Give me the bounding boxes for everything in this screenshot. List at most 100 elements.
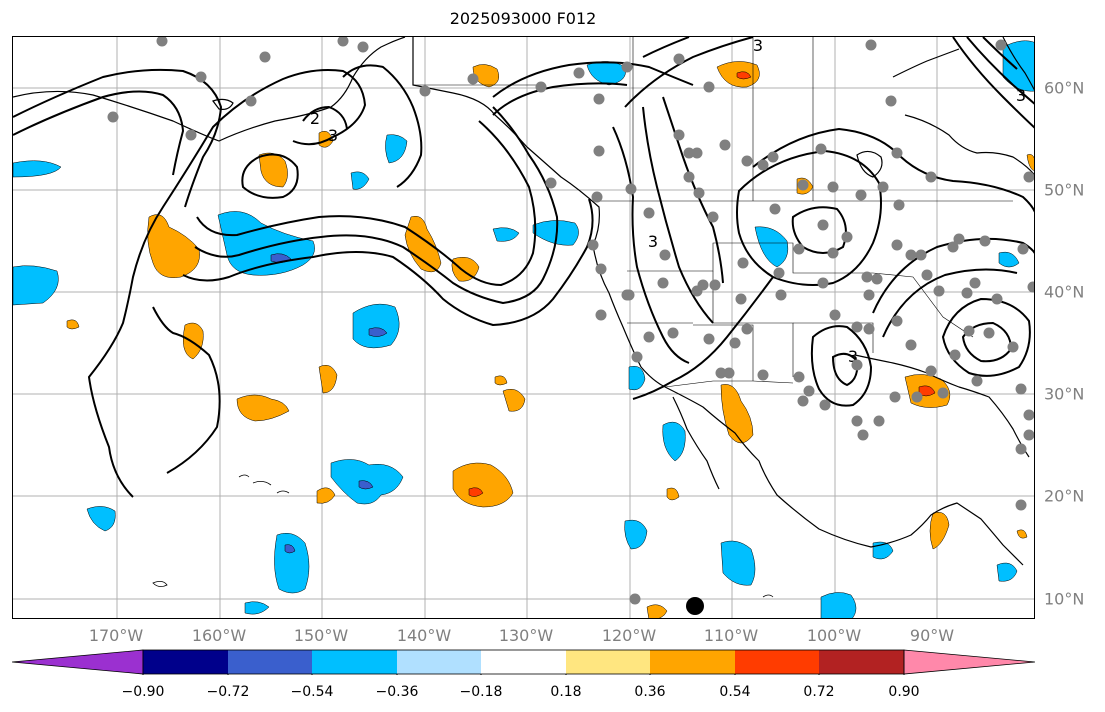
positive-area xyxy=(66,319,80,330)
positive-area xyxy=(720,384,754,444)
negative-area xyxy=(624,519,648,550)
political-borders xyxy=(413,37,1013,388)
colorbar-tick-label: −0.18 xyxy=(459,684,503,700)
negative-area xyxy=(385,134,408,164)
contour-label: 2 xyxy=(310,109,320,128)
negative-area xyxy=(13,160,62,178)
positive-area xyxy=(318,131,334,148)
positive-area xyxy=(451,257,480,282)
negative-area xyxy=(532,220,579,246)
colorbar-tick-label: −0.72 xyxy=(206,684,250,700)
negative-area xyxy=(996,562,1018,582)
contour-label: 3 xyxy=(648,232,658,251)
lat-label: 20°N xyxy=(1044,486,1085,506)
map-panel[interactable]: 2 3 3 3 3 3 xyxy=(12,36,1035,619)
positive-area xyxy=(736,71,752,80)
contour-label: 3 xyxy=(848,347,858,366)
positive-area xyxy=(502,389,526,412)
lon-label: 150°W xyxy=(293,626,349,645)
positive-area xyxy=(147,214,200,278)
colorbar-bin xyxy=(312,650,397,674)
positive-area xyxy=(236,394,290,422)
lat-label: 50°N xyxy=(1044,180,1085,200)
positive-area xyxy=(666,487,680,501)
colorbar-extend-low xyxy=(12,649,144,675)
stations xyxy=(107,37,1034,605)
positive-area xyxy=(316,487,336,504)
lon-label: 140°W xyxy=(396,626,452,645)
storm-marker xyxy=(686,597,704,615)
colorbar-tick-label: 0.72 xyxy=(803,684,835,700)
lon-label: 110°W xyxy=(703,626,759,645)
positive-area xyxy=(183,322,204,360)
negative-area xyxy=(628,366,646,391)
negative-area xyxy=(586,61,626,86)
negative-area xyxy=(13,265,59,306)
colorbar-bin xyxy=(143,650,228,674)
positive-area xyxy=(929,512,950,550)
negative-area xyxy=(352,303,400,349)
lat-label: 30°N xyxy=(1044,384,1085,404)
colorbar-bin xyxy=(819,650,904,674)
positive-area xyxy=(468,487,484,497)
colorbar-bin xyxy=(481,650,566,674)
lon-label: 90°W xyxy=(909,626,955,645)
negative-area xyxy=(662,421,686,462)
negative-area xyxy=(350,171,370,190)
islands xyxy=(152,474,774,598)
height-contours xyxy=(13,37,1034,498)
colorbar-bin xyxy=(228,650,312,674)
colorbar-tick-label: 0.90 xyxy=(888,684,920,700)
colorbar-bin xyxy=(397,650,481,674)
lat-label: 10°N xyxy=(1044,589,1085,609)
colorbar-tick-label: −0.90 xyxy=(121,684,165,700)
colorbar-tick-label: 0.18 xyxy=(550,684,582,700)
positive-area xyxy=(646,604,668,618)
lat-label: 60°N xyxy=(1044,78,1085,98)
anomaly-shading xyxy=(13,40,1034,618)
colorbar-tick-label: −0.36 xyxy=(375,684,419,700)
negative-area xyxy=(284,544,296,554)
colorbar-tick-label: 0.54 xyxy=(719,684,751,700)
positive-area xyxy=(258,152,288,188)
positive-area xyxy=(494,375,508,386)
negative-area xyxy=(720,540,756,586)
negative-area xyxy=(358,480,374,490)
map-canvas: 2 3 3 3 3 3 xyxy=(13,37,1034,618)
negative-area xyxy=(1002,40,1034,92)
coastlines xyxy=(13,37,1034,566)
lon-label: 160°W xyxy=(191,626,247,645)
contour-label: 3 xyxy=(753,37,763,55)
colorbar-bin xyxy=(566,650,650,674)
lon-label: 170°W xyxy=(88,626,144,645)
colorbar-bin xyxy=(735,650,819,674)
lon-label: 130°W xyxy=(498,626,554,645)
positive-area xyxy=(404,216,442,273)
colorbar-extend-high xyxy=(903,649,1035,675)
contour-labels: 2 3 3 3 3 3 xyxy=(310,37,1026,366)
positive-area xyxy=(452,462,514,508)
positive-area xyxy=(318,365,338,394)
contour-label: 3 xyxy=(1016,86,1026,105)
colorbar-tick-label: 0.36 xyxy=(634,684,666,700)
negative-area xyxy=(274,533,310,594)
lat-label: 40°N xyxy=(1044,282,1085,302)
chart-title: 2025093000 F012 xyxy=(449,9,597,28)
lon-label: 120°W xyxy=(601,626,657,645)
colorbar-tick-label: −0.54 xyxy=(290,684,334,700)
negative-area xyxy=(86,506,116,532)
negative-area xyxy=(754,226,789,268)
positive-area xyxy=(1026,154,1034,171)
negative-area xyxy=(872,541,894,560)
negative-area xyxy=(998,251,1020,268)
lon-label: 100°W xyxy=(806,626,862,645)
negative-area xyxy=(244,601,270,615)
negative-area xyxy=(368,327,388,337)
colorbar-bin xyxy=(650,650,735,674)
negative-area xyxy=(492,227,520,242)
positive-area xyxy=(1016,529,1028,539)
colorbar xyxy=(12,649,1035,675)
negative-area xyxy=(820,592,857,618)
contour-label: 3 xyxy=(328,126,338,145)
graticule xyxy=(13,37,1034,618)
